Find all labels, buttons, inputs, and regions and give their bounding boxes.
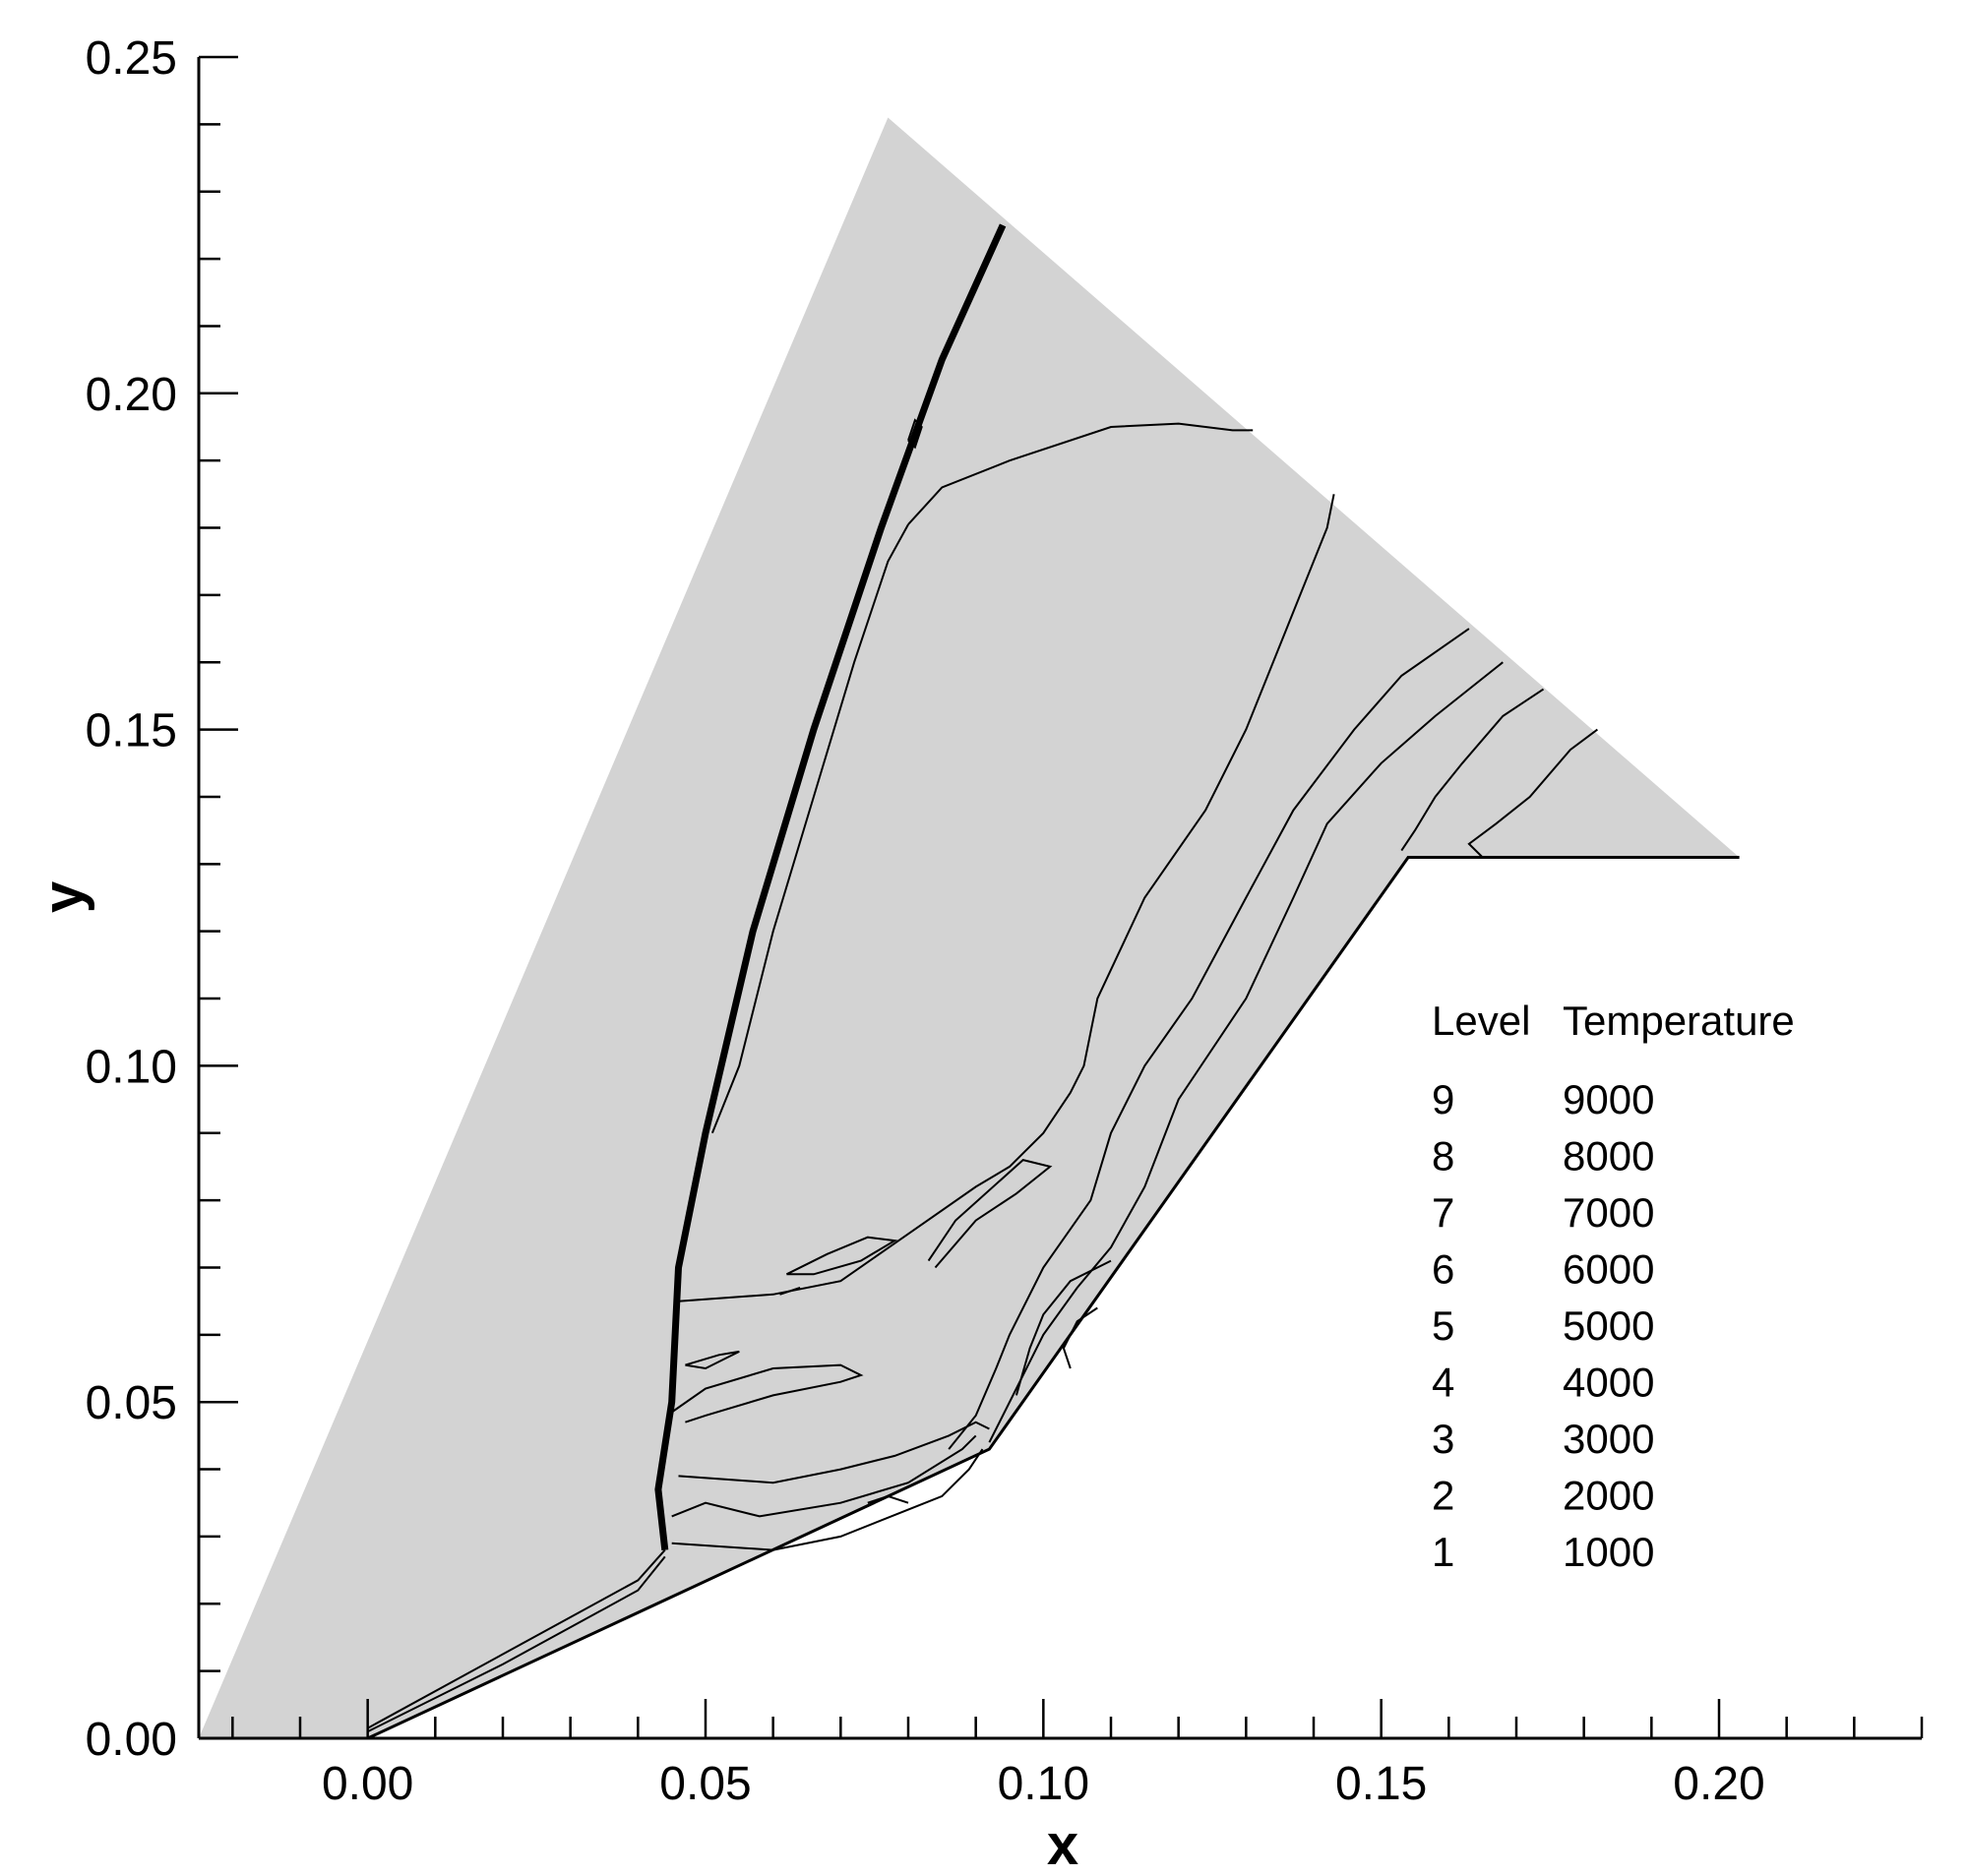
contour-line [367,1548,666,1729]
y-tick-label: 0.25 [86,32,177,85]
legend-header-value: Temperature [1563,998,1795,1044]
contour-line [1400,688,1545,852]
y-ticks: 0.00 0.05 0.10 0.15 0.20 0.25 [86,32,238,1766]
y-tick-label: 0.00 [86,1714,177,1766]
contour-line [710,523,909,1134]
shock-line [654,223,1007,1550]
legend-temperature: 1000 [1563,1529,1654,1575]
legend-level: 1 [1432,1529,1454,1575]
contour-line [907,422,1254,525]
legend-level: 6 [1432,1246,1454,1293]
contour-line [678,494,1335,1302]
x-ticks: 0.00 0.05 0.10 0.15 0.20 [231,1699,1924,1810]
legend-temperature: 7000 [1563,1189,1654,1236]
legend-level: 5 [1432,1302,1454,1349]
contour-line [671,1434,977,1518]
contour-line [785,1236,898,1276]
axes: 0.00 0.05 0.10 0.15 0.20 0.00 0.05 0.10 0.15 0.2… [86,32,1924,1810]
legend-header-level: Level [1432,998,1530,1044]
y-tick-label: 0.20 [86,369,177,421]
contour-line [779,1287,801,1296]
contour-line [1015,1259,1112,1396]
legend-temperature: 4000 [1563,1360,1654,1406]
legend-level: 2 [1432,1473,1454,1519]
contour-line [367,1555,666,1733]
legend-temperature: 8000 [1563,1133,1654,1180]
legend-temperature: 5000 [1563,1302,1654,1349]
contour-line [988,661,1504,1443]
legend-temperature: 9000 [1563,1076,1654,1122]
x-axis-title: x [1047,1813,1078,1876]
x-tick-label: 0.10 [998,1758,1089,1810]
x-tick-label: 0.00 [322,1758,413,1810]
legend-level: 8 [1432,1133,1454,1180]
x-tick-label: 0.05 [659,1758,751,1810]
contour-line [685,1350,740,1370]
legend-entries: 9 9000 8 8000 7 7000 6 6000 5 5000 4 4000 3 3000 2 2000… [1432,1076,1654,1575]
contour-line [678,1421,990,1484]
x-tick-label: 0.20 [1673,1758,1764,1810]
y-tick-label: 0.15 [86,705,177,757]
legend-temperature: 2000 [1563,1473,1654,1519]
legend-level: 3 [1432,1416,1454,1462]
legend-level: 7 [1432,1189,1454,1236]
y-axis-title: y [31,881,95,913]
contour-line [948,628,1470,1450]
y-tick-label: 0.05 [86,1377,177,1429]
wedge-wall [367,856,1740,1740]
contour-line [927,1159,1053,1269]
legend-level: 9 [1432,1076,1454,1122]
flow-domain [199,117,1740,1738]
contour-legend: Level Temperature 9 9000 8 8000 7 7000 6 6000 5 5… [1432,998,1795,1575]
contour-line [671,1363,864,1423]
contour-line [1467,728,1598,859]
legend-level: 4 [1432,1360,1454,1406]
y-tick-label: 0.10 [86,1041,177,1093]
legend-temperature: 6000 [1563,1246,1654,1293]
x-tick-label: 0.15 [1335,1758,1427,1810]
legend-temperature: 3000 [1563,1416,1654,1462]
